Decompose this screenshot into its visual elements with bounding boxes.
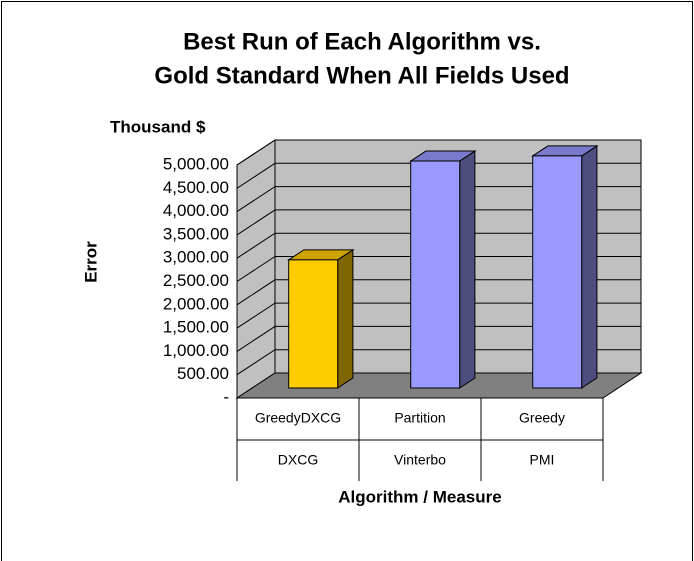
grid-line (236, 325, 641, 352)
y-tick-label: 1,000.00 (163, 341, 229, 360)
bar-side (337, 248, 354, 389)
y-tick-label: 5,000.00 (163, 154, 229, 173)
bar (287, 248, 355, 389)
chart-title: Best Run of Each Algorithm vs. (183, 28, 541, 55)
x-subcategory-label: DXCG (278, 452, 318, 468)
x-tick-label: Partition (394, 410, 445, 426)
grid-line (236, 256, 641, 282)
y-tick-label: 500.00 (177, 364, 229, 383)
bar-side (581, 145, 598, 389)
grid-line (236, 279, 641, 306)
x-axis-title: Algorithm / Measure (338, 487, 501, 506)
y-unit-label: Thousand $ (110, 117, 206, 136)
y-tick-label: 4,000.00 (163, 201, 229, 220)
bar (409, 150, 477, 389)
x-tick-label: GreedyDXCG (255, 410, 341, 426)
y-tick-label: 2,000.00 (163, 294, 229, 313)
grid-line (236, 186, 641, 213)
y-axis-title: Error (81, 241, 100, 283)
x-subcategory-label: PMI (530, 452, 555, 468)
bar (531, 145, 599, 389)
bar-front (288, 259, 339, 389)
x-subcategory-label: Vinterbo (394, 452, 446, 468)
grid-line (236, 209, 641, 236)
y-tick-label: 3,000.00 (163, 248, 229, 267)
grid-line (236, 349, 641, 376)
bar-front (410, 160, 461, 389)
grid-line (236, 139, 641, 166)
y-tick-label: - (223, 387, 229, 406)
x-tick-label: Greedy (519, 410, 565, 426)
y-tick-label: 2,500.00 (163, 271, 229, 290)
grid-line (236, 302, 641, 329)
chart-title: Gold Standard When All Fields Used (154, 62, 569, 89)
y-tick-label: 3,500.00 (163, 224, 229, 243)
bar-side (459, 150, 476, 389)
grid-line (236, 232, 641, 259)
y-tick-label: 1,500.00 (163, 318, 229, 337)
grid-line (236, 162, 641, 189)
y-tick-label: 4,500.00 (163, 178, 229, 197)
bar-front (532, 155, 583, 389)
